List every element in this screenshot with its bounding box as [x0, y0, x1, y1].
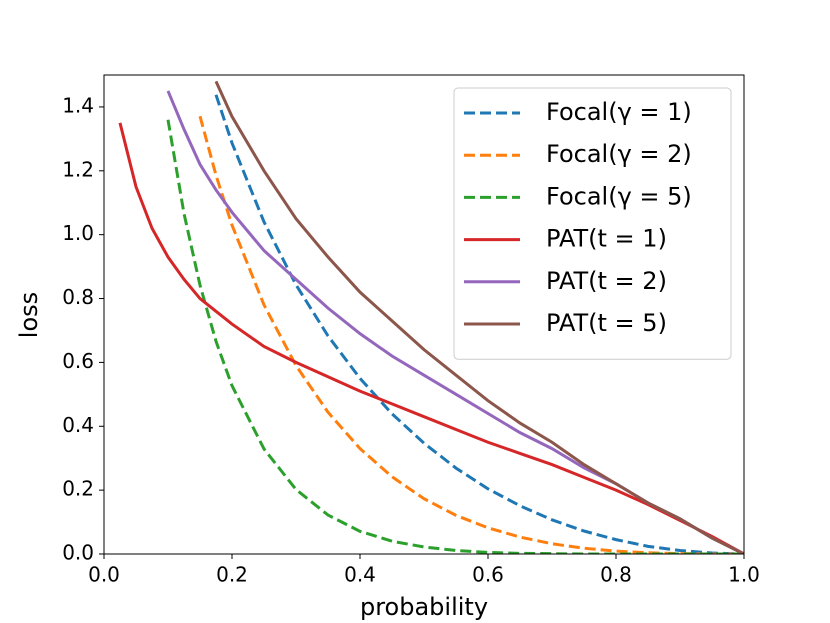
- plot-frame: [103, 74, 745, 555]
- legend-label: PAT(t = 5): [546, 309, 667, 337]
- y-tick-label: 0.6: [62, 349, 94, 373]
- x-tick-label: 0.0: [88, 563, 120, 587]
- y-tick-label: 0.2: [62, 477, 94, 501]
- y-tick-label: 1.0: [62, 221, 94, 245]
- legend-label: Focal(γ = 2): [546, 140, 692, 168]
- y-axis-label: loss: [15, 292, 43, 338]
- x-tick-label: 0.8: [600, 563, 632, 587]
- series-line: [166, 119, 744, 554]
- x-tick-label: 1.0: [728, 563, 760, 587]
- x-tick-label: 0.6: [472, 563, 504, 587]
- series-line: [214, 80, 744, 554]
- y-tick-label: 0.0: [62, 541, 94, 565]
- x-tick-label: 0.2: [216, 563, 248, 587]
- y-tick-label: 1.4: [62, 93, 94, 117]
- y-tick-label: 0.8: [62, 285, 94, 309]
- series-line: [198, 115, 744, 554]
- series-line: [118, 122, 744, 554]
- y-tick-label: 1.2: [62, 157, 94, 181]
- y-tick-label: 0.4: [62, 413, 94, 437]
- legend-box: [453, 87, 732, 360]
- legend-label: Focal(γ = 1): [546, 98, 692, 126]
- x-tick-label: 0.4: [344, 563, 376, 587]
- legend-label: Focal(γ = 5): [546, 182, 692, 210]
- legend-label: PAT(t = 2): [546, 267, 667, 295]
- x-axis-label: probability: [360, 593, 488, 621]
- legend-label: PAT(t = 1): [546, 225, 667, 253]
